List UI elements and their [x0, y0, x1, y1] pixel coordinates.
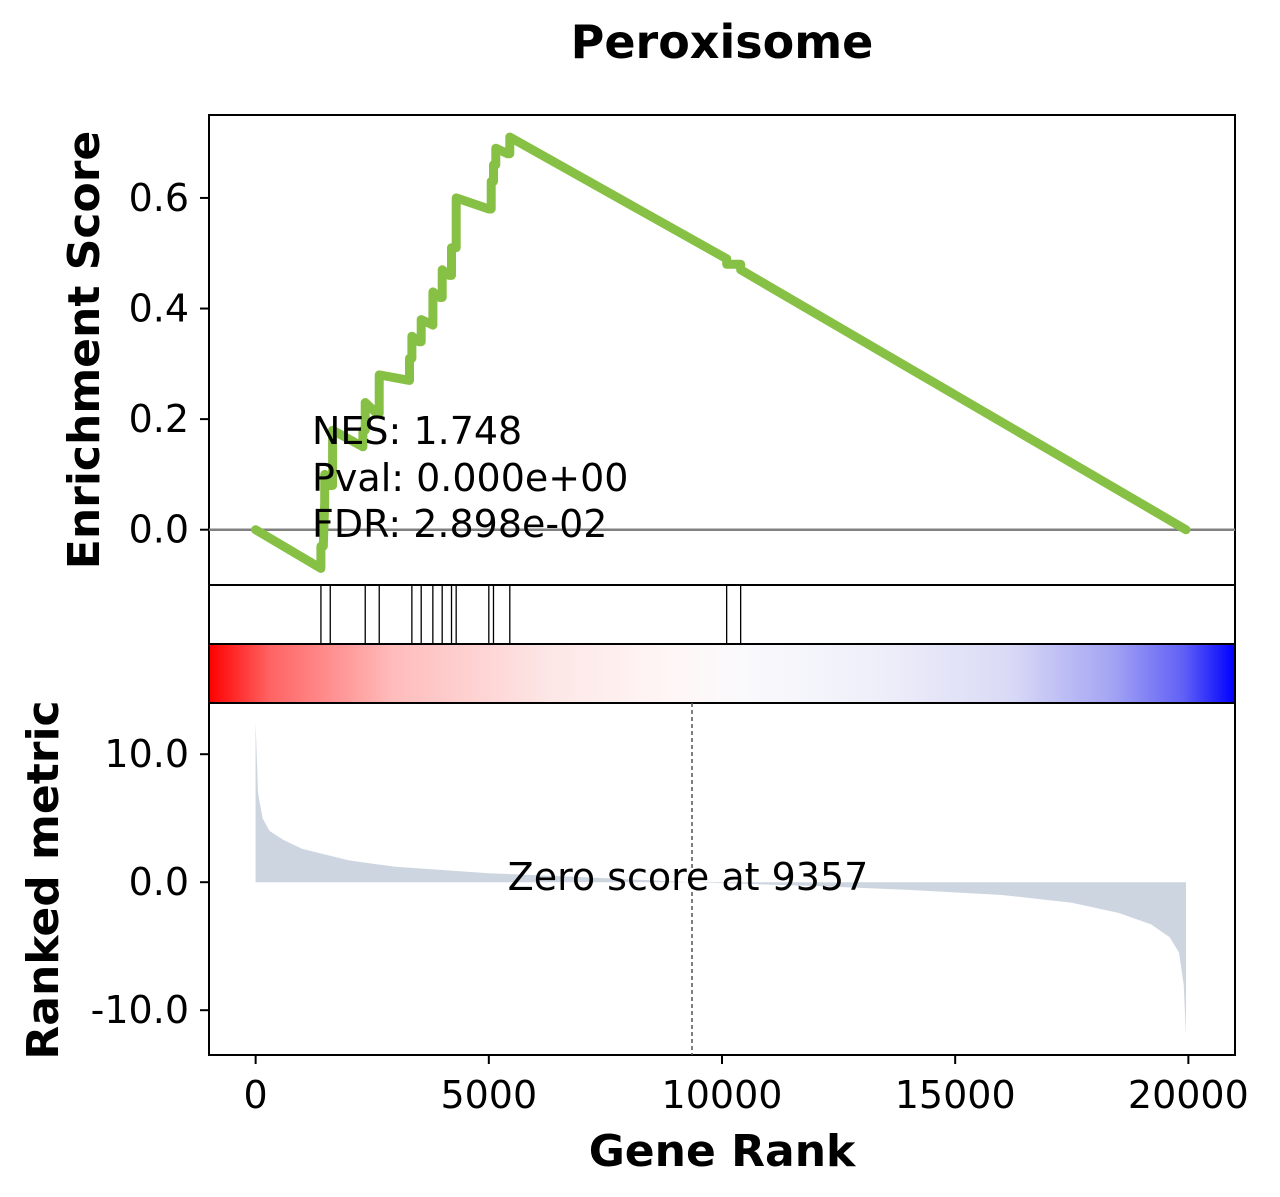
enrichment-y-tick-label: 0.4: [129, 287, 189, 331]
ranked-metric-y-tick-label: 10.0: [104, 732, 189, 776]
x-tick-label: 10000: [662, 1073, 783, 1117]
ranked-metric-y-ticks: 10.0 0.0 -10.0: [91, 732, 209, 1032]
hit-markers: [320, 585, 742, 644]
ranked-metric-y-tick-label: -10.0: [91, 988, 189, 1032]
x-tick-label: 5000: [440, 1073, 537, 1117]
enrichment-panel: NES: 1.748 Pval: 0.000e+00 FDR: 2.898e-0…: [59, 114, 1236, 586]
nes-annotation: NES: 1.748: [312, 409, 522, 453]
ranked-metric-y-axis-label: Ranked metric: [18, 700, 69, 1059]
ranked-metric-y-tick-label: 0.0: [129, 860, 189, 904]
enrichment-y-tick-label: 0.6: [129, 176, 189, 220]
chart-title: Peroxisome: [571, 15, 874, 69]
rank-color-strip: [208, 643, 1236, 704]
x-tick-label: 15000: [895, 1073, 1016, 1117]
ranked-metric-area: [255, 722, 1187, 1036]
enrichment-y-tick-label: 0.0: [129, 508, 189, 552]
fdr-annotation: FDR: 2.898e-02: [312, 502, 607, 546]
hits-panel: [208, 584, 1236, 645]
enrichment-score-line: [251, 132, 1191, 573]
enrichment-y-axis-label: Enrichment Score: [59, 131, 110, 569]
zero-score-annotation: Zero score at 9357: [508, 855, 869, 899]
x-axis-ticks: 0 5000 10000 15000 20000: [244, 1055, 1249, 1117]
x-tick-label: 0: [244, 1073, 268, 1117]
enrichment-y-ticks: 0.0 0.2 0.4 0.6: [129, 176, 209, 552]
x-axis-label: Gene Rank: [589, 1126, 857, 1177]
pval-annotation: Pval: 0.000e+00: [312, 456, 629, 500]
hits-frame: [208, 584, 1236, 645]
ranked-metric-panel: Zero score at 9357 10.0 0.0 -10.0 Ranked m…: [18, 700, 1236, 1060]
enrichment-y-tick-label: 0.2: [129, 397, 189, 441]
x-tick-label: 20000: [1128, 1073, 1249, 1117]
